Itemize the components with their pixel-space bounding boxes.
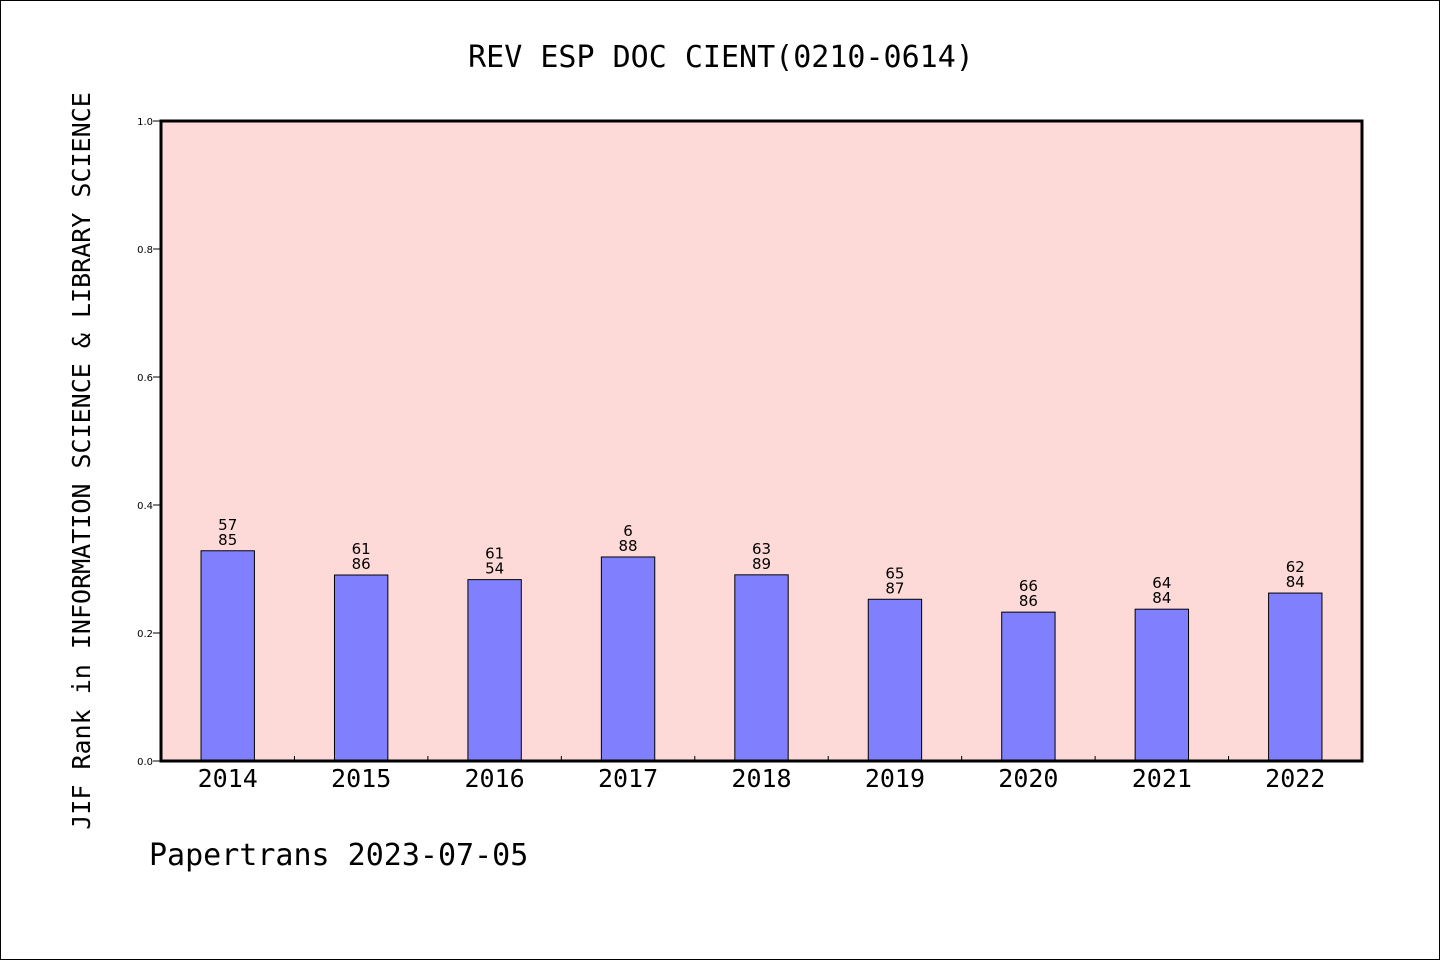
data-label-top-2015: 61 (352, 540, 371, 558)
bar-2021 (1134, 608, 1190, 762)
x-tick-label-2015: 2015 (331, 764, 391, 793)
x-tick-label-2020: 2020 (998, 764, 1058, 793)
x-tick-label-2017: 2017 (598, 764, 658, 793)
data-label-bottom-2022: 84 (1286, 573, 1305, 591)
x-tick-label-2018: 2018 (731, 764, 791, 793)
x-tick-label-2014: 2014 (198, 764, 258, 793)
ticks-layer: 2014 2015 2016 2017 2018 2019 2020 2021 2022 0.0 0… (137, 117, 1325, 793)
bar-2018 (734, 574, 789, 762)
data-label-top-2016: 61 (485, 545, 504, 563)
y-tick-label: 1.0 (137, 117, 153, 128)
data-label-bottom-2020: 86 (1019, 592, 1038, 610)
chart-title: REV ESP DOC CIENT(0210-0614) (468, 40, 974, 75)
x-tick-label-2016: 2016 (465, 764, 525, 793)
footer-text: Papertrans 2023-07-05 (149, 838, 528, 873)
data-label-top-2021: 64 (1152, 574, 1171, 592)
data-label-bottom-2021: 84 (1152, 589, 1171, 607)
y-tick-label: 0.8 (137, 245, 153, 256)
data-label-bottom-2015: 86 (352, 555, 371, 573)
data-label-top-2019: 65 (885, 564, 904, 582)
data-label-bottom-2018: 89 (752, 555, 771, 573)
data-label-top-2020: 66 (1019, 577, 1038, 595)
data-label-top-2017: 6 (623, 522, 633, 540)
bar-2014 (200, 550, 255, 762)
y-tick-label: 0.2 (137, 629, 153, 640)
data-label-bottom-2016: 54 (485, 560, 504, 578)
data-label-bottom-2014: 85 (218, 531, 237, 549)
y-axis-label: JIF Rank in INFORMATION SCIENCE & LIBRAR… (67, 92, 96, 830)
bar-2019 (867, 598, 923, 762)
x-tick-label-2021: 2021 (1132, 764, 1192, 793)
data-label-bottom-2019: 87 (885, 579, 904, 597)
bar-2015 (333, 574, 389, 762)
data-label-bottom-2017: 88 (619, 537, 638, 555)
data-label-top-2018: 63 (752, 540, 771, 558)
y-tick-label: 0.0 (137, 757, 153, 768)
bar-2022 (1268, 592, 1323, 762)
y-tick-label: 0.6 (137, 373, 153, 384)
y-tick-label: 0.4 (137, 501, 153, 512)
data-label-top-2022: 62 (1286, 558, 1305, 576)
bar-2016 (467, 579, 522, 762)
x-tick-label-2019: 2019 (865, 764, 925, 793)
plot-frame (159, 119, 1364, 763)
bar-2020 (1001, 611, 1056, 762)
data-label-top-2014: 57 (218, 516, 237, 534)
bar-2017 (600, 556, 656, 762)
x-tick-label-2022: 2022 (1265, 764, 1325, 793)
